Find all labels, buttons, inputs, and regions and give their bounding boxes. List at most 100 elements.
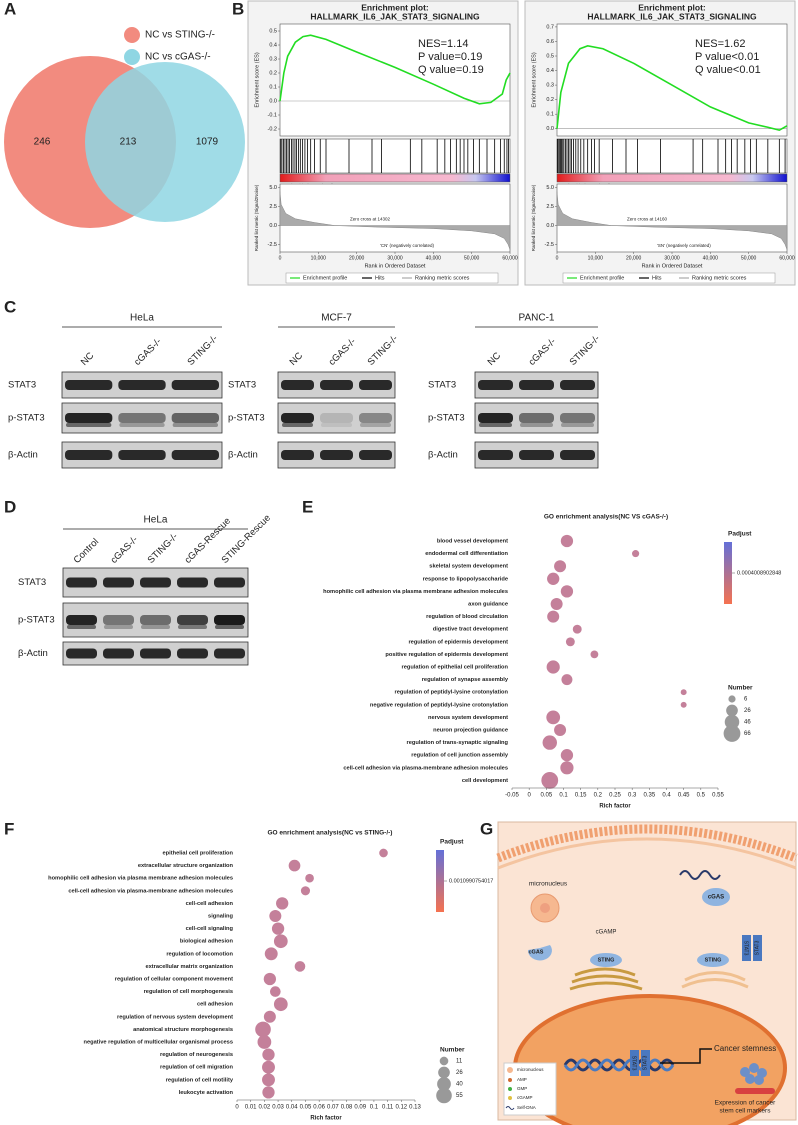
lane-label: STING-/- [185, 333, 220, 368]
stat-annotation: NES=1.62 [695, 38, 745, 50]
category-label: neuron projection guidance [433, 728, 508, 734]
arrow [660, 1048, 712, 1064]
blot-band [478, 450, 513, 460]
x-tick-label: 30,000 [387, 255, 403, 261]
dna [563, 1058, 675, 1072]
diagram-label: cGAS [529, 949, 544, 955]
legend-title: Padjust [728, 531, 752, 538]
plot-title: GO enrichment analysis(NC vs STING-/-) [268, 830, 393, 837]
x-tick-label: 0.04 [286, 1105, 298, 1111]
row-label: p-STAT3 [18, 615, 55, 626]
dot [276, 897, 289, 910]
sting [590, 953, 622, 967]
blot-band [171, 450, 219, 460]
blot-band [140, 648, 171, 659]
micronucleus [540, 903, 550, 913]
y-tick-label: -2.5 [268, 242, 277, 248]
size-key [439, 1056, 449, 1066]
blot-band [104, 625, 133, 629]
category-label: cell development [462, 778, 508, 784]
dna [679, 870, 721, 880]
size-key-label: 46 [744, 720, 751, 726]
zero-cross-label: Zero cross at 14160 [627, 217, 668, 222]
row-label: β-Actin [228, 450, 258, 461]
legend-icon [508, 1078, 512, 1082]
x-tick-label: 20,000 [626, 255, 642, 261]
dot [269, 910, 282, 922]
stat3 [641, 1050, 650, 1076]
size-key-label: 66 [744, 731, 751, 737]
legend-label: Enrichment profile [303, 275, 347, 281]
y-tick-label: 0.2 [269, 70, 277, 76]
y-tick-label: 0.5 [546, 53, 554, 59]
diagram-label: Expression of cancer [715, 1100, 777, 1107]
category-label: cell-cell signaling [186, 926, 234, 932]
dot [542, 735, 557, 750]
diagram-label: cGAMP [596, 930, 617, 936]
x-tick-label: 0.06 [313, 1105, 325, 1111]
diagram-label: cGAS [708, 895, 724, 901]
er [569, 967, 643, 991]
y-tick-label: 0.3 [269, 56, 277, 62]
blot-band [140, 577, 171, 588]
blot-band [281, 450, 314, 460]
category-label: anatomical structure morphogenesis [133, 1027, 233, 1033]
cgas [527, 945, 552, 961]
x-tick-label: 10,000 [588, 255, 604, 261]
dot [560, 585, 574, 598]
x-tick-label: 0 [527, 793, 531, 799]
legend-label: cGAMP [517, 1095, 533, 1100]
legend-label: Hits [652, 275, 662, 281]
dot [560, 534, 574, 548]
category-label: regulation of cell motility [166, 1077, 234, 1083]
dot [262, 1086, 275, 1099]
dot [680, 689, 687, 696]
stat-annotation: P value<0.01 [695, 51, 759, 63]
blot-band [103, 577, 134, 588]
stat3 [742, 935, 751, 961]
blot-band [66, 615, 97, 625]
legend-icon [508, 1087, 512, 1091]
x-tick-label: 0.25 [609, 793, 621, 799]
dot [546, 710, 561, 725]
lane-label: NC [79, 350, 97, 368]
blot-band [171, 413, 219, 423]
blot-band [177, 648, 208, 659]
dot [262, 1073, 275, 1087]
blot-band [359, 450, 392, 460]
plot-subtitle: HALLMARK_IL6_JAK_STAT3_SIGNALING [587, 11, 757, 21]
legend-label: Ranking metric scores [415, 275, 470, 281]
x-tick-label: 0.4 [662, 793, 671, 799]
dot [572, 624, 582, 634]
category-label: regulation of neurogenesis [160, 1052, 233, 1058]
blot-band [321, 423, 352, 427]
category-label: regulation of cell morphogenesis [144, 989, 233, 995]
dot [554, 560, 567, 573]
cell-line-label: HeLa [144, 515, 168, 526]
dot [262, 1060, 275, 1074]
legend-box [285, 272, 499, 284]
dot [590, 650, 599, 659]
rank-bar [556, 173, 788, 183]
y-tick-label: 0.4 [269, 42, 277, 48]
legend-icon [505, 1106, 515, 1110]
size-key-label: 11 [456, 1059, 463, 1065]
category-label: blood vessel development [437, 539, 508, 545]
stat-annotation: NES=1.14 [418, 38, 468, 50]
x-tick-label: 0 [235, 1105, 239, 1111]
blot-band [103, 615, 134, 625]
cgas [702, 888, 730, 906]
y-tick-label: -0.2 [268, 126, 277, 132]
blot-band [65, 450, 113, 460]
size-key-label: 26 [456, 1070, 463, 1076]
legend-marker [124, 27, 140, 43]
stat-annotation: Q value=0.19 [418, 64, 484, 76]
y-tick-label: 0.2 [546, 97, 554, 103]
blot-band [519, 380, 554, 390]
pathway-diagram: cGAS micronucleus cGAS cGAMP STING STING… [496, 821, 798, 1125]
lane-label: STING-/- [568, 333, 603, 368]
x-tick-label: 0 [556, 255, 559, 261]
dot [547, 572, 560, 585]
x-tick-label: 10,000 [311, 255, 327, 261]
plot-title: Enrichment plot: [638, 2, 706, 12]
